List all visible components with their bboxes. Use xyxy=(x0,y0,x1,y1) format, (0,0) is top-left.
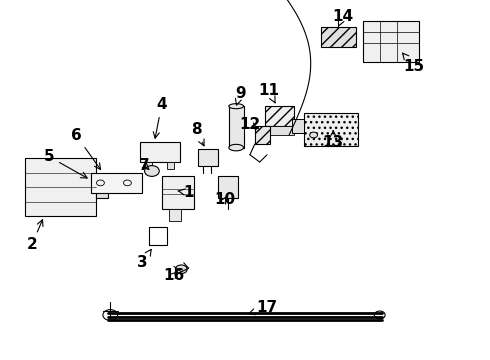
Ellipse shape xyxy=(229,144,244,151)
Text: 16: 16 xyxy=(163,268,185,283)
Text: 6: 6 xyxy=(71,127,100,170)
Circle shape xyxy=(175,265,187,274)
Text: 7: 7 xyxy=(139,158,150,173)
Bar xyxy=(229,106,244,148)
Text: 8: 8 xyxy=(191,122,204,146)
Bar xyxy=(167,162,174,169)
Bar xyxy=(24,158,96,216)
Circle shape xyxy=(310,132,318,138)
Bar xyxy=(218,176,238,198)
Text: 5: 5 xyxy=(44,149,87,178)
Bar xyxy=(363,21,419,62)
Bar xyxy=(255,126,270,144)
Text: 13: 13 xyxy=(322,131,344,150)
Text: 11: 11 xyxy=(258,82,279,103)
Bar xyxy=(96,180,108,198)
Bar xyxy=(265,126,294,135)
Bar xyxy=(292,119,304,133)
Text: 10: 10 xyxy=(214,192,235,207)
Bar xyxy=(198,149,218,166)
Bar xyxy=(145,162,152,169)
Bar xyxy=(169,209,181,221)
Text: 4: 4 xyxy=(153,97,167,138)
Text: 17: 17 xyxy=(249,300,278,315)
Text: 15: 15 xyxy=(403,53,425,74)
Text: 12: 12 xyxy=(239,117,261,132)
Circle shape xyxy=(145,166,159,176)
Text: 9: 9 xyxy=(235,86,245,105)
Text: 2: 2 xyxy=(26,220,43,252)
Text: 1: 1 xyxy=(178,185,194,200)
Bar xyxy=(91,173,142,193)
Bar xyxy=(304,113,358,146)
Bar xyxy=(321,27,356,47)
Text: 14: 14 xyxy=(332,9,354,27)
Bar xyxy=(140,142,180,162)
Bar xyxy=(265,106,294,126)
Bar xyxy=(162,176,194,209)
Text: 3: 3 xyxy=(137,249,151,270)
Ellipse shape xyxy=(229,104,244,109)
